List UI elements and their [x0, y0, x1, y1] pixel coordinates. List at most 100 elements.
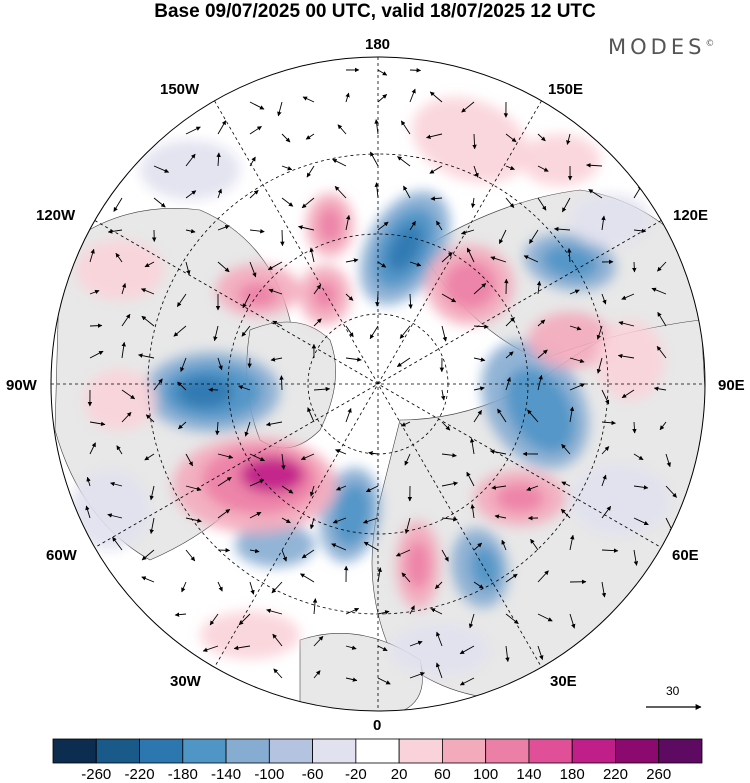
wind-arrow-231: [362, 517, 379, 524]
wind-arrow-176: [441, 421, 451, 431]
wind-arrow-190: [281, 453, 286, 470]
wind-arrow-215: [466, 471, 475, 487]
wind-arrow-179: [527, 409, 539, 423]
wind-arrow-58: [107, 229, 123, 234]
wind-arrow-101: [313, 284, 322, 295]
wind-arrow-35: [429, 165, 443, 174]
wind-arrow-249: [363, 541, 379, 551]
colorbar-swatch-3: [139, 738, 184, 764]
wind-arrow-262: [271, 581, 283, 594]
wind-arrow-247: [301, 549, 315, 559]
wind-arrow-192: [335, 449, 347, 455]
wind-arrow-119: [272, 320, 283, 327]
wind-arrow-90: [567, 248, 572, 263]
anomaly-blob-12: [333, 483, 371, 547]
lon-label-0: 0: [373, 717, 382, 734]
wind-arrow-115: [141, 315, 155, 327]
wind-arrow-26: [153, 165, 170, 173]
wind-arrow-278: [345, 607, 360, 615]
wind-arrow-96: [140, 288, 155, 295]
wind-arrow-208: [249, 479, 265, 487]
wind-arrow-5: [277, 101, 283, 117]
wind-arrow-80: [249, 261, 257, 278]
wind-arrow-294: [459, 645, 475, 655]
wind-arrow-300: [377, 677, 391, 685]
wind-arrow-201: [633, 453, 644, 461]
wind-arrow-237: [560, 508, 571, 519]
wind-arrow-111: [621, 293, 635, 300]
wind-arrow-295: [505, 645, 510, 663]
colorbar-tick-label: -220: [124, 766, 155, 783]
wind-arrow-83: [345, 258, 359, 263]
wind-arrow-121: [345, 325, 354, 338]
wind-arrow-20: [400, 120, 411, 135]
wind-arrow-158: [440, 389, 446, 401]
wind-arrow-68: [436, 220, 443, 231]
wind-arrow-109: [569, 289, 580, 295]
lon-label-120e: 120E: [673, 207, 709, 224]
wind-arrow-290: [345, 645, 357, 650]
wind-arrow-282: [468, 613, 475, 629]
wind-arrow-130: [618, 321, 635, 327]
wind-arrow-78: [185, 261, 191, 275]
wind-arrow-252: [473, 542, 483, 551]
wind-arrow-134: [138, 353, 155, 359]
wind-arrow-124: [441, 325, 448, 342]
wind-arrow-206: [185, 485, 202, 492]
wind-arrow-255: [569, 534, 575, 551]
wind-arrow-226: [217, 509, 231, 519]
colorbar-tick-label: 20: [390, 766, 408, 783]
wind-arrow-193: [368, 451, 379, 456]
wind-arrow-31: [306, 165, 315, 178]
wind-arrow-105: [441, 293, 457, 303]
wind-arrow-27: [185, 153, 196, 167]
wind-arrow-81: [267, 261, 283, 271]
wind-arrow-167: [121, 411, 132, 423]
copyright-mark: ©: [705, 39, 715, 49]
wind-arrow-272: [601, 581, 607, 598]
wind-arrow-102: [345, 293, 354, 301]
wind-arrow-200: [601, 446, 610, 455]
wind-arrow-45: [249, 189, 259, 199]
wind-arrow-65: [345, 214, 351, 231]
wind-arrow-285: [569, 613, 576, 629]
colorbar-tick-label: 220: [602, 766, 628, 783]
wind-arrow-223: [107, 513, 123, 519]
lon-label-120w: 120W: [36, 207, 76, 224]
wind-arrow-268: [473, 581, 484, 589]
wind-arrow-177: [473, 410, 482, 423]
wind-arrow-171: [244, 421, 251, 437]
wind-arrow-85: [409, 261, 422, 267]
anomaly-blob-37: [200, 611, 300, 659]
wind-arrow-204: [110, 481, 123, 487]
wind-arrow-207: [217, 476, 232, 487]
wind-arrow-13: [185, 126, 201, 135]
wind-arrow-25: [566, 133, 571, 145]
wind-arrow-280: [409, 605, 415, 615]
wind-arrow-224: [149, 517, 155, 535]
wind-arrow-283: [505, 613, 519, 625]
reference-vector-label: 30: [666, 684, 680, 698]
colorbar-tick-label: -100: [254, 766, 285, 783]
wind-arrow-288: [272, 633, 283, 647]
wind-arrow-128: [569, 325, 582, 331]
map-border: [50, 56, 706, 712]
anomaly-blob-20: [444, 261, 496, 309]
wind-arrow-145: [537, 349, 548, 359]
wind-arrow-92: [632, 261, 637, 273]
wind-arrow-125: [473, 324, 489, 329]
wind-arrow-302: [435, 662, 443, 679]
wind-arrow-253: [501, 539, 507, 551]
lon-label-60e: 60E: [672, 547, 699, 564]
colorbar-swatch-7: [312, 738, 357, 764]
anomaly-blob-39: [70, 470, 150, 550]
wind-arrow-155: [238, 385, 251, 391]
lon-label-30w: 30W: [170, 673, 201, 690]
wind-arrow-251: [441, 549, 449, 562]
wind-arrow-277: [312, 598, 318, 615]
wind-arrow-246: [281, 549, 287, 562]
wind-arrow-181: [601, 420, 616, 426]
wind-arrow-22: [472, 133, 477, 150]
wind-arrow-6: [302, 96, 315, 103]
